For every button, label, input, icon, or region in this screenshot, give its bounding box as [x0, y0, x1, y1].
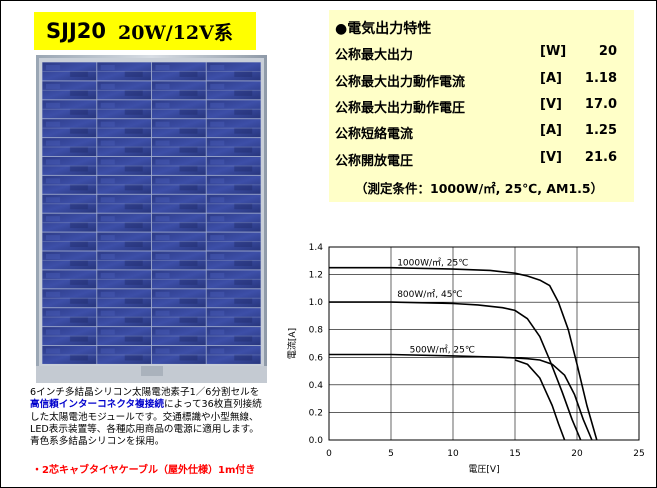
spec-value: 20 [598, 44, 617, 59]
y-tick-label: 0.2 [309, 408, 323, 418]
spec-unit: [A] [540, 71, 562, 86]
spec-label: 公称開放電圧 [335, 154, 414, 169]
y-tick-label: 0.8 [309, 326, 324, 336]
iv-curve [329, 266, 598, 441]
y-tick-label: 0.6 [309, 353, 324, 363]
product-description: 6インチ多結晶シリコン太陽電池素子1／6分割セルを 高信頼インターコネクタ複接続… [30, 387, 280, 448]
x-tick-label: 15 [509, 449, 520, 459]
iv-curve-chart: 0 5 10 15 20 25 0.0 0.2 0.4 0.6 0.8 1.0 1.2 1.4 1000W… [286, 243, 645, 475]
x-axis-label: 電圧[V] [468, 464, 499, 475]
chart-ticks: 0 5 10 15 20 25 0.0 0.2 0.4 0.6 0.8 1.0 1.2 1.4 [309, 243, 645, 459]
y-tick-label: 1.0 [309, 298, 324, 308]
x-tick-label: 10 [447, 449, 459, 459]
x-tick-label: 25 [633, 449, 644, 459]
chart-labels: 1000W/㎡, 25℃ 800W/㎡, 45℃ 500W/㎡, 25℃ 電圧[V] 電… [286, 258, 500, 475]
specs-header: ●電気出力特性 [335, 21, 432, 37]
description-line: した太陽電池モジュールです。交通標識や小型無線、 [30, 411, 259, 423]
x-tick-label: 5 [388, 449, 394, 459]
x-tick-label: 0 [326, 449, 332, 459]
y-tick-label: 1.4 [309, 243, 324, 253]
title-banner: SJJ20 20W/12V系 [34, 12, 256, 50]
spec-value: 21.6 [584, 150, 617, 165]
iv-curve [329, 353, 593, 441]
description-text: によって36枚直列接続 [163, 399, 262, 411]
description-line: LED表示装置等、各種応用商品の電源に適用します。 [30, 423, 259, 435]
spec-unit: [A] [540, 123, 562, 138]
spec-value: 1.25 [584, 123, 617, 138]
plot-area [328, 246, 640, 441]
spec-unit: [V] [540, 97, 562, 112]
y-tick-label: 1.2 [309, 271, 323, 281]
spec-value: 17.0 [584, 97, 617, 112]
series-label: 500W/㎡, 25℃ [410, 345, 475, 356]
chart-curves [329, 266, 598, 441]
spec-unit: [V] [540, 150, 562, 165]
spec-row-open-circuit-voltage: 公称開放電圧 [V] 21.6 [335, 150, 631, 170]
measurement-conditions: （測定条件：1000W/㎡, 25℃, AM1.5） [355, 181, 604, 196]
spec-row-max-power-current: 公称最大出力動作電流 [A] 1.18 [335, 71, 631, 91]
spec-label: 公称短絡電流 [335, 127, 414, 142]
series-label: 1000W/㎡, 25℃ [397, 258, 468, 269]
model-spec: 20W/12V系 [117, 21, 233, 44]
description-line: 青色系多結晶シリコンを採用。 [30, 436, 165, 448]
spec-row-max-power: 公称最大出力 [W] 20 [335, 44, 631, 64]
description-line: 6インチ多結晶シリコン太陽電池素子1／6分割セルを [30, 387, 260, 398]
solar-panel-image [36, 55, 267, 383]
spec-row-short-circuit-current: 公称短絡電流 [A] 1.25 [335, 123, 631, 143]
iv-curve-extra [514, 359, 566, 441]
highlight-text: 高信頼インターコネクタ複接続 [30, 399, 164, 411]
iv-curve [329, 301, 582, 441]
spec-label: 公称最大出力動作電圧 [335, 101, 466, 116]
electrical-specs-panel: ●電気出力特性 公称最大出力 [W] 20 公称最大出力動作電流 [A] 1.1… [329, 10, 634, 202]
series-label: 800W/㎡, 45℃ [397, 289, 462, 300]
chart-grid [328, 246, 640, 441]
cable-note: ・2芯キャブタイヤケーブル（屋外仕様）1m付き [32, 465, 256, 476]
spec-row-max-power-voltage: 公称最大出力動作電圧 [V] 17.0 [335, 97, 631, 117]
x-tick-label: 20 [571, 449, 583, 459]
spec-label: 公称最大出力 [335, 48, 414, 63]
y-tick-label: 0.4 [309, 381, 324, 391]
model-name: SJJ20 [46, 19, 106, 43]
spec-unit: [W] [540, 44, 567, 59]
y-tick-label: 0.0 [309, 436, 324, 446]
y-axis-label: 電流[A] [286, 328, 298, 359]
spec-label: 公称最大出力動作電流 [335, 75, 466, 90]
spec-value: 1.18 [584, 71, 617, 86]
description-line: 高信頼インターコネクタ複接続によって36枚直列接続 [30, 399, 280, 411]
